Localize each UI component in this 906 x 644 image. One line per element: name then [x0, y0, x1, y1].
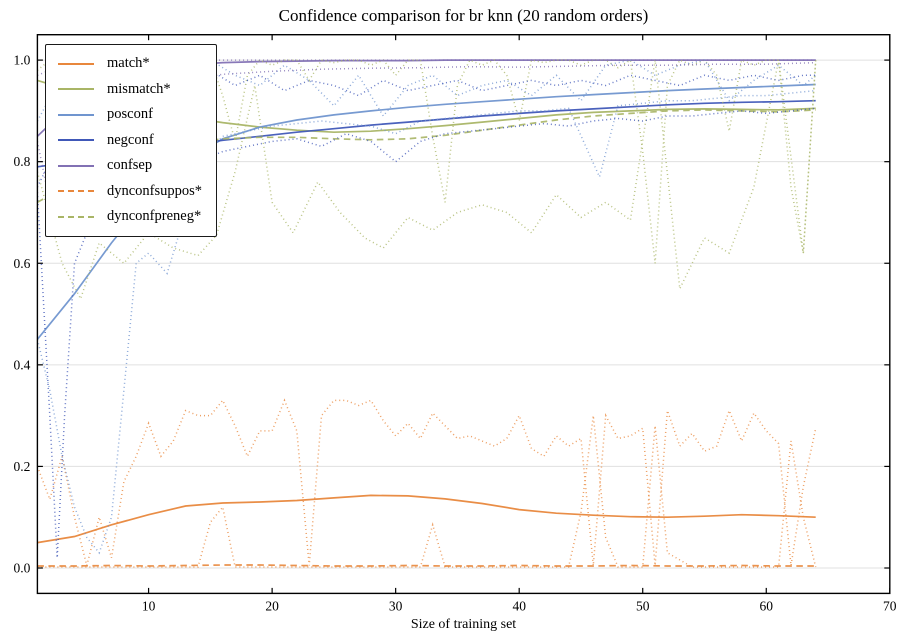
gridlines [37, 59, 890, 569]
y-tick-label: 0.0 [14, 561, 31, 576]
series-match-max [37, 398, 817, 566]
y-tick-label: 1.0 [14, 53, 31, 68]
chart-title: Confidence comparison for br knn (20 ran… [278, 6, 649, 25]
axes-spines: 10 20 30 40 50 60 70 0.0 0.2 0.4 0.6 0.8 1.0 [14, 34, 897, 613]
legend-line-sample [58, 139, 94, 142]
series-match-mean [37, 494, 816, 544]
legend-label: dynconfsuppos* [107, 182, 203, 199]
legend-item-mismatch: mismatch* [58, 77, 202, 103]
legend-box: match* mismatch* posconf negconf confsep dync… [45, 44, 218, 237]
x-tick-label: 30 [389, 598, 403, 613]
y-tick-label: 0.6 [14, 256, 31, 271]
series-posconf-max [37, 59, 817, 122]
legend-line-sample [58, 113, 94, 116]
x-tick-label: 10 [142, 598, 156, 613]
legend-label: match* [107, 55, 150, 72]
series-match-min [37, 415, 817, 568]
y-tick-label: 0.4 [14, 357, 31, 372]
legend-item-posconf: posconf [58, 102, 202, 128]
legend-label: mismatch* [107, 80, 171, 97]
x-tick-label: 70 [883, 598, 897, 613]
legend-item-match: match* [58, 51, 202, 77]
legend-label: dynconfpreneg* [107, 208, 202, 225]
legend-label: negconf [107, 131, 154, 148]
legend-line-sample [58, 215, 94, 218]
legend-line-sample [58, 62, 94, 65]
legend-line-sample [58, 88, 94, 91]
x-tick-label: 40 [512, 598, 526, 613]
x-tick-label: 20 [265, 598, 279, 613]
legend-item-negconf: negconf [58, 128, 202, 154]
series-dynconfpreneg-mean [37, 109, 816, 204]
legend-line-sample [58, 190, 94, 193]
y-tick-label: 0.8 [14, 154, 31, 169]
series-mismatch-min [37, 59, 817, 301]
legend-label: confsep [107, 157, 153, 174]
legend-item-dynconfsuppos: dynconfsuppos* [58, 179, 202, 205]
series-dynconfsuppos-mean [37, 564, 816, 567]
x-tick-label: 50 [636, 598, 650, 613]
y-tick-label: 0.2 [14, 459, 31, 474]
legend-item-confsep: confsep [58, 153, 202, 179]
x-axis-label: Size of training set [410, 617, 517, 632]
legend-item-dynconfpreneg: dynconfpreneg* [58, 204, 202, 230]
legend-line-sample [58, 164, 94, 167]
x-tick-label: 60 [760, 598, 774, 613]
legend-label: posconf [107, 106, 153, 123]
